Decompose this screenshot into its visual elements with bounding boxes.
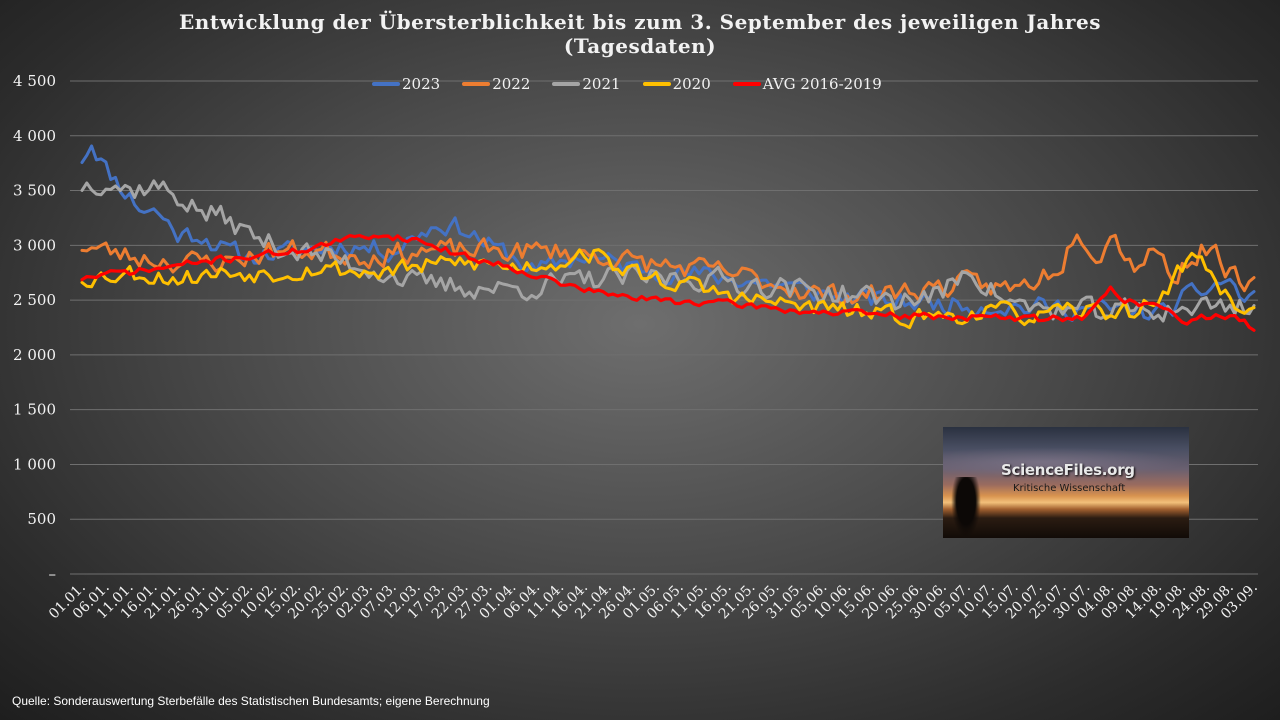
legend-label-2023: 2023: [402, 75, 441, 93]
y-tick-label: –: [49, 565, 57, 583]
legend-item-2021: 2021: [552, 75, 621, 93]
legend-swatch-avg: [732, 82, 761, 86]
legend-item-2020: 2020: [642, 75, 711, 93]
legend-label-avg: AVG 2016-2019: [762, 75, 882, 93]
legend-swatch-2020: [642, 82, 671, 86]
y-tick-label: 4 500: [13, 72, 56, 90]
series-line-avg-2016-2019: [80, 233, 1256, 332]
y-tick-label: 3 500: [13, 182, 56, 200]
logo-cloud: [943, 447, 1189, 477]
legend-swatch-2022: [462, 82, 491, 86]
y-tick-label: 2 500: [13, 291, 56, 309]
legend-label-2022: 2022: [492, 75, 531, 93]
legend-swatch-2023: [372, 82, 400, 86]
x-axis-ticks: 01.01.06.01.11.01.16.01.21.01.26.01.31.0…: [46, 580, 1261, 623]
y-tick-label: 4 000: [13, 127, 56, 145]
legend-label-2021: 2021: [582, 75, 621, 93]
chart-title-line-2: (Tagesdaten): [563, 34, 717, 58]
chart-title: Entwicklung der Übersterblichkeit bis zu…: [0, 10, 1280, 58]
legend-swatch-2021: [552, 82, 581, 86]
logo-tree: [951, 477, 981, 538]
chart-title-line-1: Entwicklung der Übersterblichkeit bis zu…: [179, 10, 1101, 34]
y-tick-label: 3 000: [13, 236, 56, 254]
y-tick-label: 1 500: [13, 401, 56, 419]
legend-item-2023: 2023: [372, 75, 440, 93]
logo-subtitle: Kritische Wissenschaft: [1013, 483, 1126, 494]
y-tick-label: 1 000: [13, 455, 56, 473]
series-line-2023: [80, 144, 1256, 322]
y-tick-label: 2 000: [13, 346, 56, 364]
sciencefiles-logo: ScienceFiles.org Kritische Wissenschaft: [943, 427, 1189, 538]
legend-item-avg: AVG 2016-2019: [732, 75, 882, 93]
series-lines: [80, 144, 1256, 332]
legend: 2023 2022 2021 2020 AVG 2016-2019: [372, 75, 882, 93]
legend-item-2022: 2022: [462, 75, 530, 93]
source-note: Quelle: Sonderauswertung Sterbefälle des…: [12, 694, 490, 708]
series-line-2020: [80, 248, 1256, 330]
y-tick-label: 500: [27, 510, 56, 528]
legend-label-2020: 2020: [672, 75, 711, 93]
logo-name: ScienceFiles.org: [1001, 461, 1135, 479]
y-axis-ticks: – 500 1 000 1 500 2 000 2 500 3 000 3 500 4 000 4…: [13, 72, 56, 583]
